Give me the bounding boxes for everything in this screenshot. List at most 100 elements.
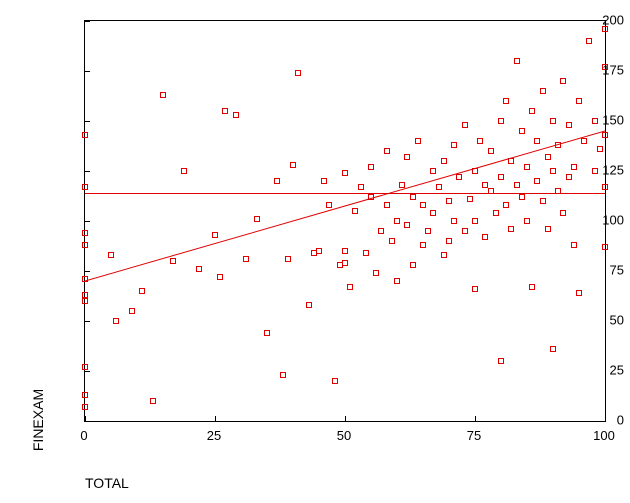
scatter-marker: [508, 226, 514, 232]
y-tick-mark: [85, 421, 90, 422]
scatter-marker: [410, 194, 416, 200]
scatter-marker: [82, 184, 88, 190]
y-tick-label: 75: [544, 263, 630, 278]
scatter-marker: [586, 38, 592, 44]
scatter-marker: [420, 202, 426, 208]
plot-area: [84, 20, 606, 422]
scatter-marker: [212, 232, 218, 238]
scatter-marker: [363, 250, 369, 256]
scatter-marker: [378, 228, 384, 234]
scatter-marker: [529, 108, 535, 114]
scatter-marker: [488, 188, 494, 194]
scatter-marker: [82, 404, 88, 410]
scatter-marker: [472, 218, 478, 224]
scatter-marker: [514, 182, 520, 188]
scatter-marker: [321, 178, 327, 184]
scatter-marker: [410, 262, 416, 268]
y-tick-label: 175: [544, 63, 630, 78]
scatter-marker: [233, 112, 239, 118]
scatter-marker: [404, 222, 410, 228]
scatter-marker: [389, 238, 395, 244]
y-tick-label: 0: [544, 413, 630, 428]
scatter-marker: [82, 292, 88, 298]
scatter-marker: [347, 284, 353, 290]
scatter-marker: [430, 210, 436, 216]
scatter-marker: [394, 218, 400, 224]
y-tick-label: 50: [544, 313, 630, 328]
x-tick-label: 75: [467, 424, 481, 443]
y-tick-label: 25: [544, 363, 630, 378]
scatter-marker: [404, 154, 410, 160]
scatter-marker: [451, 218, 457, 224]
scatter-marker: [358, 184, 364, 190]
scatter-marker: [555, 188, 561, 194]
scatter-marker: [139, 288, 145, 294]
scatter-marker: [524, 164, 530, 170]
scatter-marker: [534, 178, 540, 184]
scatter-marker: [394, 278, 400, 284]
scatter-marker: [602, 184, 608, 190]
scatter-marker: [254, 216, 260, 222]
scatter-marker: [352, 208, 358, 214]
scatter-marker: [576, 98, 582, 104]
scatter-marker: [430, 168, 436, 174]
scatter-marker: [498, 174, 504, 180]
scatter-marker: [160, 92, 166, 98]
scatter-marker: [493, 210, 499, 216]
scatter-marker: [181, 168, 187, 174]
x-tick-label: 25: [207, 424, 221, 443]
scatter-marker: [306, 302, 312, 308]
fit-line: [85, 131, 605, 281]
scatter-marker: [82, 242, 88, 248]
scatter-marker: [82, 230, 88, 236]
scatter-marker: [436, 184, 442, 190]
scatter-marker: [170, 258, 176, 264]
scatter-marker: [602, 132, 608, 138]
scatter-marker: [82, 364, 88, 370]
scatter-chart: 0255075100125150175200 0255075100 FINEXA…: [0, 0, 630, 503]
scatter-marker: [581, 138, 587, 144]
scatter-marker: [441, 158, 447, 164]
x-tick-label: 50: [337, 424, 351, 443]
scatter-marker: [467, 196, 473, 202]
scatter-marker: [560, 78, 566, 84]
scatter-marker: [534, 138, 540, 144]
scatter-marker: [399, 182, 405, 188]
scatter-marker: [529, 284, 535, 290]
scatter-marker: [342, 170, 348, 176]
x-axis-label: TOTAL: [85, 475, 129, 491]
scatter-marker: [555, 142, 561, 148]
scatter-marker: [150, 398, 156, 404]
scatter-marker: [420, 242, 426, 248]
scatter-marker: [82, 132, 88, 138]
y-tick-label: 200: [544, 13, 630, 28]
scatter-marker: [503, 202, 509, 208]
scatter-marker: [540, 88, 546, 94]
scatter-marker: [264, 330, 270, 336]
scatter-marker: [82, 298, 88, 304]
scatter-marker: [196, 266, 202, 272]
scatter-marker: [462, 228, 468, 234]
scatter-marker: [456, 174, 462, 180]
scatter-marker: [550, 346, 556, 352]
scatter-marker: [342, 248, 348, 254]
scatter-marker: [602, 244, 608, 250]
scatter-marker: [472, 168, 478, 174]
scatter-marker: [217, 274, 223, 280]
scatter-marker: [482, 234, 488, 240]
scatter-marker: [545, 154, 551, 160]
scatter-marker: [498, 118, 504, 124]
scatter-marker: [342, 260, 348, 266]
scatter-marker: [108, 252, 114, 258]
scatter-marker: [425, 228, 431, 234]
x-tick-label: 0: [80, 424, 87, 443]
y-tick-label: 150: [544, 113, 630, 128]
scatter-marker: [285, 256, 291, 262]
scatter-marker: [503, 98, 509, 104]
scatter-marker: [243, 256, 249, 262]
scatter-marker: [477, 138, 483, 144]
scatter-marker: [113, 318, 119, 324]
scatter-marker: [576, 290, 582, 296]
scatter-marker: [571, 242, 577, 248]
scatter-marker: [290, 162, 296, 168]
